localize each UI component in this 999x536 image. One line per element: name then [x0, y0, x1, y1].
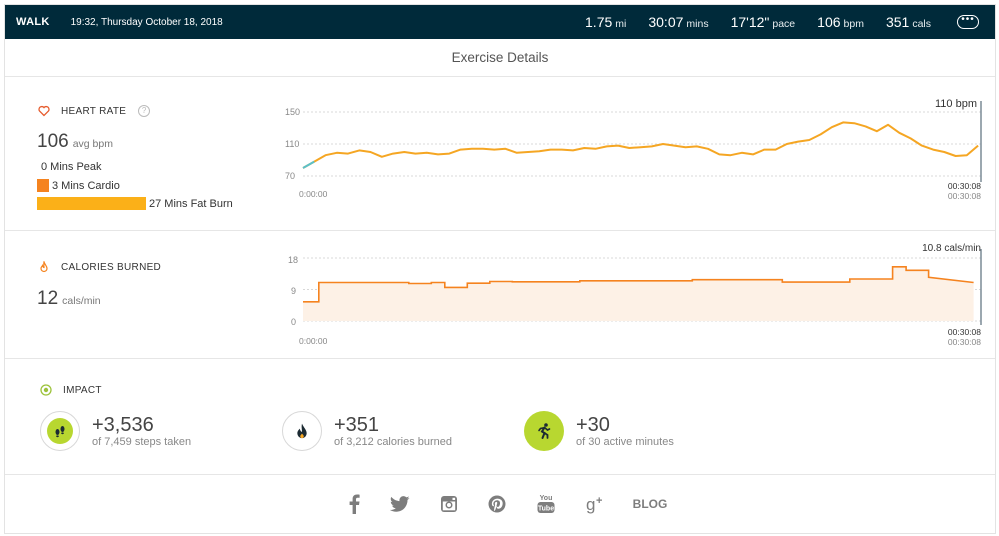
flame-icon [297, 423, 307, 439]
cal-end-time-a: 00:30:08 [948, 327, 981, 337]
pinterest-icon[interactable] [488, 495, 506, 513]
summary-stats: 1.75 mi 30:07 mins 17'12" pace 106 bpm 351 ca… [585, 5, 995, 39]
blog-link[interactable]: BLOG [632, 497, 668, 511]
calories-label: CALORIES BURNED [38, 261, 161, 273]
exercise-details-panel: WALK 19:32, Thursday October 18, 2018 1.… [4, 4, 996, 534]
youtube-icon[interactable]: You Tube [536, 493, 556, 515]
svg-text:g: g [586, 495, 595, 514]
activity-type: WALK [16, 16, 50, 28]
ellipsis-icon[interactable]: ••• [957, 15, 979, 29]
heart-rate-section: HEART RATE ? 106 avg bpm 0 Mins Peak 3 Mi… [5, 77, 995, 231]
impact-calories-value: +351 [334, 414, 380, 436]
heart-rate-label: HEART RATE ? [38, 105, 151, 117]
stat-heart-rate: 106 bpm [817, 14, 864, 30]
stat-distance: 1.75 mi [585, 14, 627, 30]
impact-steps: +3,536 of 7,459 steps taken [40, 411, 191, 451]
impact-steps-sub: of 7,459 steps taken [92, 436, 192, 448]
cal-series-area [303, 266, 974, 321]
hr-y-tick-150: 150 [285, 107, 300, 117]
runner-icon [538, 423, 551, 439]
svg-text:You: You [539, 495, 552, 502]
help-icon[interactable]: ? [138, 105, 151, 117]
zone-cardio-bar [37, 179, 49, 192]
hr-y-tick-110: 110 [285, 139, 299, 149]
hr-y-tick-70: 70 [285, 171, 295, 181]
zone-fat-burn-bar [37, 197, 146, 210]
social-footer: You Tube g + BLOG [5, 475, 995, 533]
cal-y-tick-9: 9 [291, 286, 296, 296]
heart-rate-chart[interactable]: 150 110 70 110 bpm 0:00:00 00:30:08 00:3… [267, 87, 987, 202]
impact-calories-sub: of 3,212 calories burned [334, 436, 453, 448]
target-icon [40, 384, 52, 396]
cal-y-tick-18: 18 [288, 255, 298, 265]
cal-current-value: 10.8 cals/min [922, 243, 981, 254]
hr-resting-segment [302, 160, 315, 169]
svg-text:Tube: Tube [538, 506, 554, 513]
footsteps-icon [55, 426, 65, 438]
stat-calories: 351 cals [885, 14, 931, 30]
svg-text:+: + [596, 495, 602, 507]
flame-icon [40, 261, 48, 273]
instagram-icon[interactable] [440, 495, 458, 513]
cal-y-tick-0: 0 [291, 317, 296, 327]
hr-current-value: 110 bpm [935, 98, 977, 110]
cal-end-time-b: 00:30:08 [948, 337, 981, 347]
impact-active-sub: of 30 active minutes [576, 436, 674, 448]
google-plus-icon[interactable]: g + [586, 494, 608, 514]
hr-end-time-b: 00:30:08 [948, 191, 981, 201]
impact-steps-badge [40, 411, 80, 451]
impact-calories-badge [282, 411, 322, 451]
heart-icon [38, 105, 50, 117]
impact-active-value: +30 [576, 414, 610, 436]
facebook-icon[interactable] [348, 494, 360, 514]
zone-fat-burn: 27 Mins Fat Burn [37, 197, 233, 210]
impact-label: IMPACT [40, 384, 102, 396]
impact-calories: +351 of 3,212 calories burned [282, 411, 452, 451]
hr-start-time: 0:00:00 [299, 189, 328, 199]
stat-duration: 30:07 mins [648, 14, 709, 30]
stat-pace: 17'12" pace [730, 14, 796, 30]
impact-active-minutes: +30 of 30 active minutes [524, 411, 674, 451]
activity-header-bar: WALK 19:32, Thursday October 18, 2018 1.… [5, 5, 995, 39]
page-title: Exercise Details [5, 39, 995, 77]
calories-section: CALORIES BURNED 12 cals/min 18 9 0 10.8 c… [5, 231, 995, 359]
impact-steps-value: +3,536 [92, 414, 154, 436]
impact-section: IMPACT +3,536 of 7,459 steps taken +351 … [5, 359, 995, 475]
calories-rate: 12 cals/min [37, 288, 101, 309]
activity-datetime: 19:32, Thursday October 18, 2018 [70, 16, 223, 28]
hr-series-line [302, 121, 979, 169]
twitter-icon[interactable] [389, 496, 410, 512]
cal-series-line [303, 266, 974, 303]
calories-chart[interactable]: 18 9 0 10.8 cals/min 0:00:00 00:30:08 00… [267, 237, 987, 351]
zone-cardio: 3 Mins Cardio [37, 179, 120, 192]
zone-peak: 0 Mins Peak [41, 161, 102, 173]
cal-start-time: 0:00:00 [299, 336, 328, 346]
impact-active-badge [524, 411, 564, 451]
avg-heart-rate: 106 avg bpm [37, 131, 113, 152]
hr-end-time-a: 00:30:08 [948, 181, 981, 191]
